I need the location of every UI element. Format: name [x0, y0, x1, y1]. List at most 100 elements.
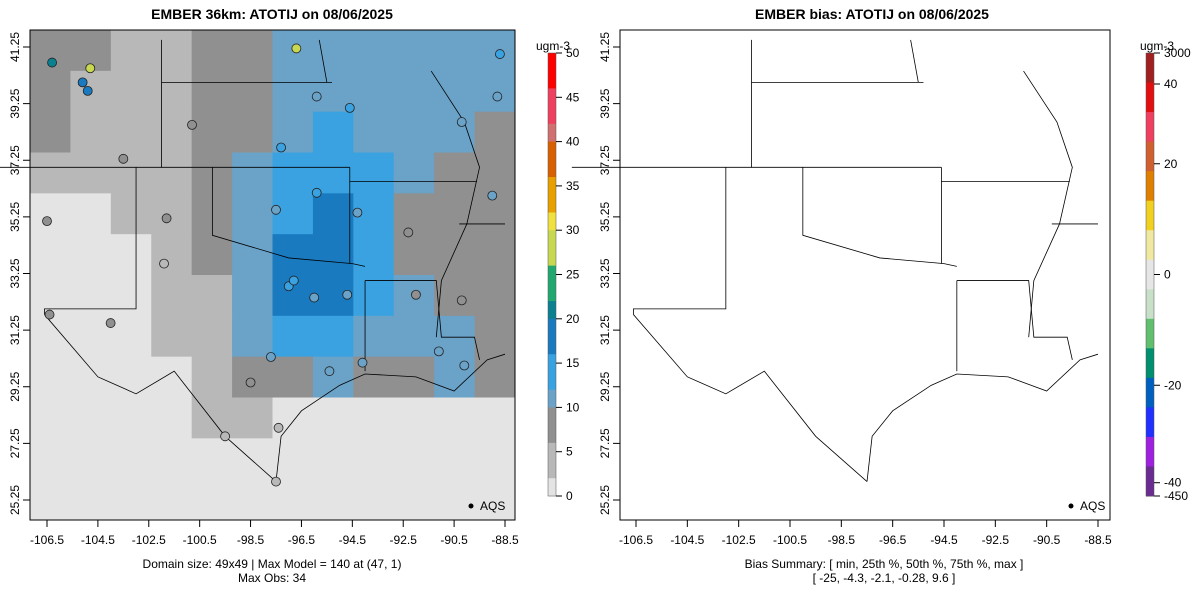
model-grid [30, 30, 516, 521]
grid-cell [191, 234, 233, 276]
grid-cell [191, 438, 233, 480]
border-line [633, 314, 868, 482]
grid-cell [70, 111, 112, 153]
border-line [956, 280, 1073, 360]
station-marker [44, 309, 55, 320]
grid-cell [151, 193, 193, 235]
grid-cell [151, 397, 193, 439]
grid-cell [70, 438, 112, 480]
border-line [802, 167, 957, 267]
grid-cell [151, 30, 193, 72]
border-line [866, 353, 1099, 482]
colorbar-segment [1146, 141, 1154, 157]
y-tick-label: 37.25 [8, 145, 22, 175]
grid-cell [30, 479, 71, 521]
station-marker [161, 213, 172, 224]
grid-cell [110, 193, 152, 235]
y-tick-label: 33.25 [598, 258, 612, 288]
grid-cell [474, 234, 516, 276]
colorbar-segment [1146, 185, 1154, 202]
grid-cell [474, 438, 516, 480]
grid-cell [191, 275, 233, 317]
station-marker [492, 91, 503, 102]
colorbar-tick-label: -40 [1164, 476, 1182, 490]
grid-cell [232, 152, 273, 194]
grid-cell [272, 193, 314, 235]
station-marker [411, 289, 421, 300]
panel-bias: EMBER bias: ATOTIJ on 08/06/2025 -106.5-… [571, 6, 1191, 585]
grid-cell [474, 30, 516, 72]
y-tick-label: 39.25 [598, 88, 612, 118]
grid-cell [70, 397, 112, 439]
grid-cell [393, 397, 435, 439]
colorbar-tick-label: 45 [566, 90, 580, 104]
grid-cell [434, 193, 476, 235]
colorbar-segment [1146, 466, 1154, 482]
colorbar-segment [548, 141, 556, 160]
grid-cell [434, 397, 476, 439]
grid-cell [474, 356, 516, 398]
grid-cell [110, 152, 152, 194]
grid-cell [393, 111, 435, 153]
grid-cell [393, 479, 435, 521]
grid-cell [272, 479, 314, 521]
grid-cell [312, 152, 354, 194]
panel-model-concentration: EMBER 36km: ATOTIJ on 08/06/2025 -106.5-… [0, 6, 580, 585]
grid-cell [30, 70, 71, 113]
colorbar-segment [548, 407, 556, 426]
grid-cell [434, 70, 476, 113]
station-marker [271, 204, 281, 215]
state-borders [571, 39, 1099, 482]
grid-cell [474, 152, 516, 194]
station-marker [47, 57, 57, 68]
colorbar-segment [1146, 215, 1154, 231]
grid-cell [70, 193, 112, 235]
grid-cell [272, 152, 314, 194]
grid-cell [312, 193, 354, 235]
border-line [318, 39, 328, 83]
grid-cell [70, 315, 112, 358]
grid-cell [30, 275, 71, 317]
border-line [44, 314, 277, 482]
grid-cell [434, 438, 476, 480]
axes: -106.5 -104.5 -102.5 -100.5 -98.5 -96.5 -94.5 -… [8, 32, 519, 547]
y-tick-label: 35.25 [8, 202, 22, 232]
station-marker [220, 431, 231, 442]
grid-cell [191, 30, 233, 72]
station-marker [495, 49, 505, 59]
y-tick-label: 27.25 [8, 428, 22, 458]
grid-cell [312, 479, 354, 521]
colorbar-segment [548, 177, 556, 196]
station-marker [352, 207, 363, 218]
border-line [430, 70, 480, 338]
legend-dot-icon [468, 503, 474, 509]
x-tick-label: -98.5 [828, 533, 856, 547]
colorbar-tick-label: 30 [566, 223, 580, 237]
grid-cell [393, 234, 435, 276]
station-marker [82, 85, 93, 96]
border-line [633, 167, 727, 315]
grid-cell [232, 234, 273, 276]
y-tick-label: 41.25 [8, 32, 22, 62]
grid-cell [110, 70, 152, 113]
grid-cell [232, 315, 273, 358]
colorbar-segment [1146, 451, 1154, 467]
colorbar-segment [548, 230, 556, 249]
station-marker [324, 366, 335, 377]
grid-cell [110, 30, 152, 72]
state-borders [0, 39, 506, 482]
colorbar-segment [1146, 422, 1154, 438]
station-marker [291, 43, 302, 54]
plot-frame [619, 29, 1111, 521]
grid-cell [434, 111, 476, 153]
grid-cell [474, 315, 516, 358]
grid-cell [30, 356, 71, 398]
station-marker [344, 102, 355, 113]
colorbar-segment [548, 460, 556, 479]
grid-cell [393, 70, 435, 113]
grid-cell [70, 275, 112, 317]
station-marker [187, 119, 197, 130]
colorbar-tick-label: 3000 [1164, 46, 1191, 60]
x-tick-label: -92.5 [982, 533, 1010, 547]
